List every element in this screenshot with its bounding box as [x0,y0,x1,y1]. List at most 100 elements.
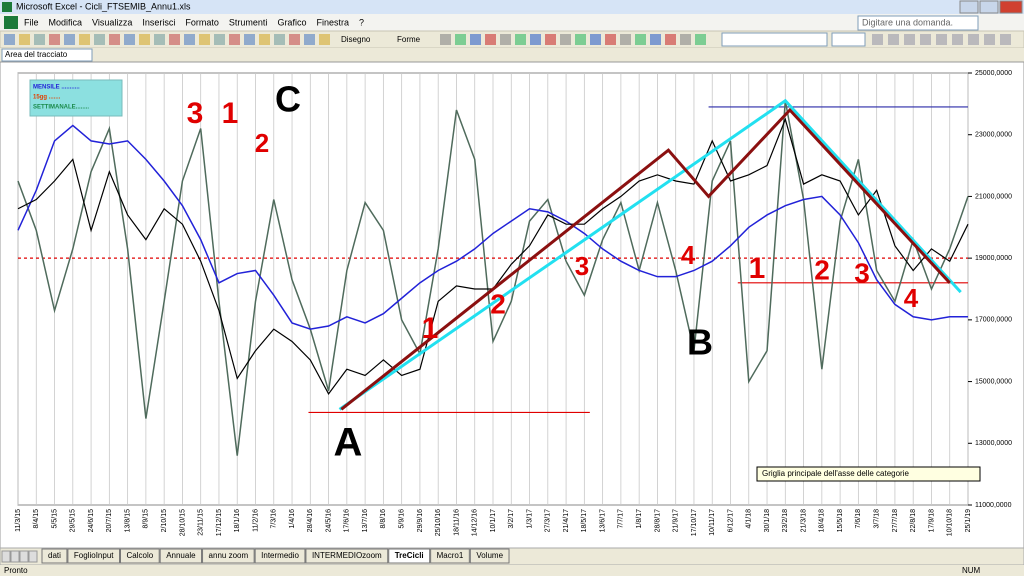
toolbar-button[interactable] [440,34,451,45]
sheet-tab[interactable] [67,548,120,564]
x-tick-label: 8/8/16 [380,509,387,529]
x-tick-label: 1/4/16 [289,509,296,529]
sheet-tab[interactable] [202,548,255,564]
toolbar-button[interactable] [169,34,180,45]
toolbar-button[interactable] [530,34,541,45]
toolbar-button[interactable] [109,34,120,45]
toolbar-button[interactable] [4,34,15,45]
toolbar-button[interactable] [289,34,300,45]
sheet-tab[interactable] [254,548,306,564]
toolbar-button[interactable] [936,34,947,45]
toolbar-button[interactable] [968,34,979,45]
toolbar-button[interactable] [680,34,691,45]
sheet-tab[interactable] [120,548,160,564]
sheet-tab-label[interactable]: annu zoom [209,551,249,560]
tab-scroll[interactable] [1,550,11,563]
menu-item[interactable]: Inserisci [142,17,175,27]
sheet-tab[interactable] [159,548,203,564]
toolbar-button[interactable] [590,34,601,45]
sheet-tab-label[interactable]: dati [48,551,61,560]
toolbar-button[interactable] [605,34,616,45]
toolbar-button[interactable] [274,34,285,45]
x-tick-label: 6/12/17 [727,509,734,532]
toolbar-button[interactable] [139,34,150,45]
sheet-tab-label[interactable]: Calcolo [127,551,154,560]
toolbar-button[interactable] [229,34,240,45]
toolbar-button[interactable] [154,34,165,45]
sheet-tab[interactable] [305,548,389,564]
sheet-tab-label[interactable]: Annuale [166,551,196,560]
toolbar-button[interactable] [650,34,661,45]
toolbar-button[interactable] [695,34,706,45]
drawing-menu[interactable]: Disegno [341,35,371,44]
sheet-tab[interactable] [430,548,470,564]
tab-scroll[interactable] [28,550,38,563]
toolbar-button[interactable] [920,34,931,45]
menu-item[interactable]: Finestra [316,17,349,27]
toolbar-button[interactable] [515,34,526,45]
sheet-tab[interactable] [388,548,431,564]
font-box[interactable] [721,32,828,47]
toolbar-button[interactable] [214,34,225,45]
toolbar-button[interactable] [19,34,30,45]
toolbar-button[interactable] [872,34,883,45]
tab-scroll[interactable] [10,550,20,563]
menu-item[interactable]: Visualizza [92,17,132,27]
sheet-tab-label[interactable]: INTERMEDIOzoom [312,551,382,560]
toolbar-button[interactable] [500,34,511,45]
x-tick-label: 10/1/17 [490,509,497,532]
toolbar-button[interactable] [244,34,255,45]
minimize[interactable] [959,0,979,14]
toolbar-button[interactable] [199,34,210,45]
toolbar-button[interactable] [34,34,45,45]
annotation: C [275,79,301,120]
toolbar-button[interactable] [184,34,195,45]
name-box[interactable] [1,48,93,62]
toolbar-button[interactable] [64,34,75,45]
sheet-tab[interactable] [469,548,510,564]
toolbar-button[interactable] [79,34,90,45]
toolbar-button[interactable] [49,34,60,45]
sheet-tab-label[interactable]: FoglioInput [74,551,114,560]
toolbar-button[interactable] [575,34,586,45]
menu-item[interactable]: Modifica [49,17,83,27]
toolbar-button[interactable] [455,34,466,45]
toolbar-button[interactable] [94,34,105,45]
toolbar-button[interactable] [545,34,556,45]
tab-scroll[interactable] [19,550,29,563]
help-box[interactable] [857,15,979,31]
sheet-tab[interactable] [41,548,68,564]
close[interactable] [999,0,1023,14]
sheet-tab-label[interactable]: Volume [476,551,503,560]
x-tick-label: 13/8/15 [124,509,131,532]
maximize[interactable] [979,0,999,14]
toolbar-button[interactable] [904,34,915,45]
toolbar-button[interactable] [952,34,963,45]
toolbar-button[interactable] [470,34,481,45]
menu-item[interactable]: Formato [185,17,219,27]
toolbar-button[interactable] [620,34,631,45]
toolbar-button[interactable] [984,34,995,45]
size-box[interactable] [831,32,866,47]
sheet-tab-label[interactable]: Intermedio [261,551,299,560]
toolbar-button[interactable] [560,34,571,45]
shapes-menu[interactable]: Forme [397,35,421,44]
toolbar-button[interactable] [124,34,135,45]
toolbar-button[interactable] [259,34,270,45]
x-tick-label: 24/5/16 [325,509,332,532]
toolbar-button[interactable] [304,34,315,45]
menu-item[interactable]: Grafico [277,17,306,27]
menu-item[interactable]: Strumenti [229,17,268,27]
x-tick-label: 13/7/16 [362,509,369,532]
series-line [17,100,969,456]
menu-item[interactable]: ? [359,17,364,27]
toolbar-button[interactable] [888,34,899,45]
toolbar-button[interactable] [1000,34,1011,45]
menu-item[interactable]: File [24,17,39,27]
toolbar-button[interactable] [319,34,330,45]
sheet-tab-label[interactable]: TreCicli [395,551,424,560]
toolbar-button[interactable] [665,34,676,45]
sheet-tab-label[interactable]: Macro1 [437,551,464,560]
toolbar-button[interactable] [485,34,496,45]
toolbar-button[interactable] [635,34,646,45]
